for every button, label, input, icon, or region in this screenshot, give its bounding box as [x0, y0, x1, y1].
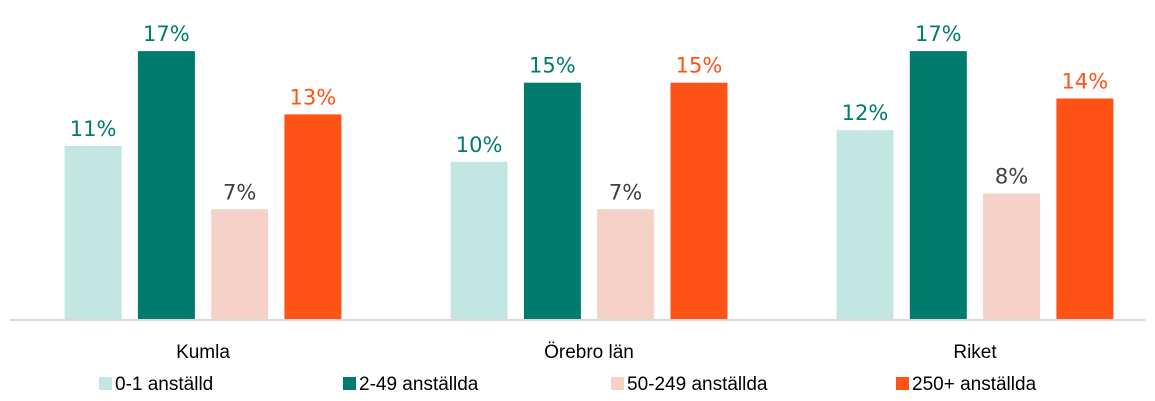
data-label: 15% — [529, 54, 576, 78]
bar — [983, 193, 1041, 320]
data-label: 8% — [995, 164, 1028, 188]
data-label: 7% — [609, 180, 642, 204]
legend-label: 250+ anställda — [912, 374, 1037, 395]
bar — [836, 130, 894, 320]
bar — [670, 82, 728, 320]
legend-swatch — [611, 377, 624, 390]
category-label: Riket — [953, 342, 997, 363]
legend-label: 2-49 anställda — [359, 374, 479, 395]
legend-swatch — [99, 377, 112, 390]
bar — [597, 209, 655, 320]
category-label: Örebro län — [544, 342, 634, 363]
data-labels-group: 11% 17% 7% 13% 10% 15% 7% 15% 12% 17% 8% 14% — [70, 22, 1108, 204]
bar — [137, 51, 195, 320]
bar — [211, 209, 269, 320]
legend-label: 50-249 anställda — [627, 374, 768, 395]
bar — [64, 146, 122, 320]
legend-label: 0-1 anställd — [115, 374, 213, 395]
data-label: 11% — [70, 117, 117, 141]
bars-group — [64, 51, 1114, 321]
data-label: 7% — [223, 180, 256, 204]
data-label: 14% — [1062, 70, 1109, 94]
bar — [284, 114, 342, 321]
data-label: 13% — [290, 85, 337, 109]
legend: 0-1 anställd 2-49 anställda 50-249 anställ… — [99, 374, 1037, 395]
legend-swatch — [896, 377, 909, 390]
bar — [523, 82, 581, 320]
data-label: 10% — [456, 133, 503, 157]
category-labels-group: Kumla Örebro län Riket — [176, 342, 997, 363]
bar — [450, 161, 508, 320]
legend-swatch — [343, 377, 356, 390]
data-label: 17% — [143, 22, 190, 46]
bar — [1056, 98, 1114, 320]
data-label: 12% — [842, 101, 889, 125]
bar — [909, 51, 967, 320]
data-label: 17% — [915, 22, 962, 46]
category-label: Kumla — [176, 342, 230, 363]
data-label: 15% — [676, 54, 723, 78]
